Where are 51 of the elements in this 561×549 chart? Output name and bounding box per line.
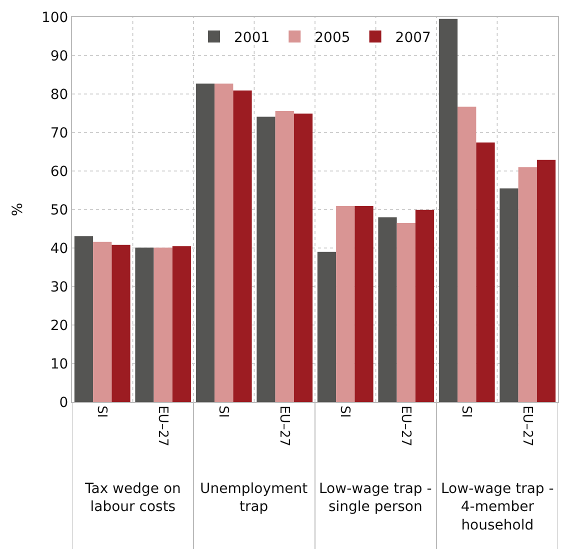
y-tick-label: 50 — [50, 202, 68, 218]
bar — [172, 246, 192, 402]
y-tick-label: 40 — [50, 240, 68, 257]
y-tick-label: 100 — [41, 10, 68, 26]
bar — [233, 90, 252, 402]
bar — [500, 188, 518, 402]
bar — [135, 248, 154, 402]
x-tick-label: SI — [94, 406, 110, 418]
bar — [354, 206, 374, 402]
text: Low-wage trap - single person — [319, 481, 432, 516]
bar — [438, 18, 458, 402]
bar — [336, 206, 355, 402]
y-tick-label: 30 — [50, 279, 68, 296]
bar — [518, 167, 537, 402]
legend-label: 2007 — [395, 30, 431, 46]
y-tick-label: 90 — [50, 48, 68, 64]
y-tick-label: 60 — [50, 164, 68, 180]
bar — [415, 210, 434, 402]
y-tick-label: 80 — [50, 86, 68, 103]
bar — [458, 106, 476, 402]
y-tick-label: 20 — [50, 318, 68, 334]
bar — [317, 252, 336, 402]
x-tick-label: EU–27 — [519, 406, 534, 446]
bar — [536, 160, 556, 402]
bar — [93, 242, 112, 402]
y-tick-label: 0 — [59, 394, 68, 411]
text: Low-wage trap - 4-member household — [441, 481, 554, 534]
bar — [256, 116, 276, 402]
x-tick-label: SI — [216, 406, 231, 418]
x-tick-label: EU–27 — [276, 406, 292, 446]
bar — [214, 84, 234, 402]
bar — [294, 114, 313, 402]
text: Tax wedge on labour costs — [84, 481, 181, 516]
x-tick-label: SI — [458, 406, 474, 418]
bar — [196, 84, 215, 402]
legend-label: 2001 — [234, 30, 270, 46]
bar — [476, 142, 495, 402]
y-tick-label: 10 — [50, 356, 68, 372]
bar — [74, 236, 94, 402]
text: Unemployment trap — [200, 481, 308, 516]
bar — [378, 217, 397, 402]
x-tick-label: SI — [337, 406, 352, 418]
y-axis-title: % — [10, 202, 26, 216]
x-tick-label: EU–27 — [154, 406, 170, 446]
x-tick-label: EU–27 — [398, 406, 413, 446]
y-tick-label: 70 — [50, 125, 68, 142]
bar — [275, 110, 294, 402]
bar — [396, 222, 416, 402]
legend-label: 2005 — [314, 30, 350, 46]
bar — [112, 244, 130, 402]
bar — [154, 248, 172, 402]
